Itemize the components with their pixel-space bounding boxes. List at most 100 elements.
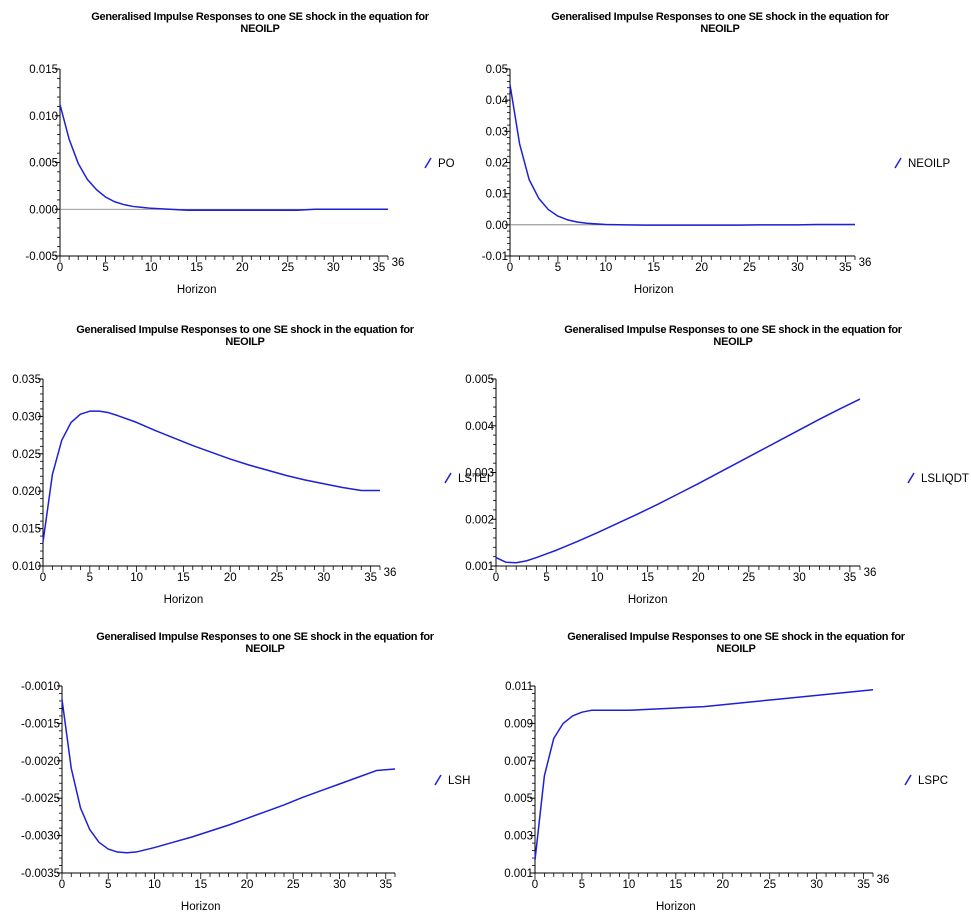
x-axis-label: Horizon <box>164 594 204 606</box>
y-tick-label: -0.0030 <box>21 831 60 843</box>
x-tick-label: 5 <box>579 879 585 891</box>
series-line-neoilp <box>509 84 855 226</box>
series-line-lstei <box>42 410 380 543</box>
y-tick-label: 0.000 <box>29 204 58 216</box>
x-tick-label: 0 <box>507 262 513 274</box>
series-line-po <box>59 104 388 211</box>
x-tick-label: 15 <box>669 879 682 891</box>
x-tick-label: 30 <box>333 879 346 891</box>
x-axis-label: Horizon <box>628 594 668 606</box>
legend-swatch <box>434 774 442 786</box>
x-tick-label: 15 <box>177 572 190 584</box>
x-tick-label: 0 <box>493 572 499 584</box>
y-tick-label: 0.009 <box>504 718 533 730</box>
series-line-lsh <box>61 699 396 854</box>
y-tick-label: -0.005 <box>25 251 58 263</box>
series-line-lsliqdt <box>495 398 861 564</box>
x-tick-label: 15 <box>194 879 207 891</box>
chart-subtitle: NEOILP <box>240 23 279 35</box>
legend-swatch <box>424 157 432 169</box>
legend-swatch <box>444 472 452 484</box>
x-axis-label: Horizon <box>656 901 696 913</box>
y-tick-label: 0.00 <box>486 220 508 232</box>
legend-label: PO <box>438 158 455 170</box>
x-end-label: 36 <box>392 257 405 269</box>
chart-title: Generalised Impulse Responses to one SE … <box>96 631 434 643</box>
x-tick-label: 35 <box>372 262 385 274</box>
x-end-label: 36 <box>877 874 890 886</box>
x-tick-label: 20 <box>692 572 705 584</box>
x-tick-label: 0 <box>59 879 65 891</box>
x-tick-label: 10 <box>591 572 604 584</box>
y-tick-label: 0.004 <box>465 421 494 433</box>
x-tick-label: 20 <box>241 879 254 891</box>
x-tick-label: 10 <box>599 262 612 274</box>
y-tick-label: -0.0035 <box>21 868 60 880</box>
series-line-lspc <box>534 688 874 860</box>
x-tick-label: 5 <box>555 262 561 274</box>
x-end-label: 36 <box>384 567 397 579</box>
x-tick-label: 10 <box>130 572 143 584</box>
chart-title: Generalised Impulse Responses to one SE … <box>564 324 902 336</box>
y-tick-label: 0.020 <box>12 486 41 498</box>
x-axis-label: Horizon <box>177 284 217 296</box>
x-tick-label: 15 <box>647 262 660 274</box>
y-tick-label: -0.0020 <box>21 756 60 768</box>
x-end-label: 36 <box>864 567 877 579</box>
x-tick-label: 35 <box>839 262 852 274</box>
chart-panel-6: Generalised Impulse Responses to one SE … <box>504 631 948 913</box>
x-tick-label: 5 <box>87 572 93 584</box>
x-tick-label: 10 <box>145 262 158 274</box>
legend-label: LSTEI <box>458 473 490 485</box>
x-axis-label: Horizon <box>181 901 221 913</box>
x-tick-label: 35 <box>843 572 856 584</box>
y-tick-label: 0.025 <box>12 449 41 461</box>
x-tick-label: 35 <box>364 572 377 584</box>
chart-subtitle: NEOILP <box>700 23 739 35</box>
y-tick-label: 0.030 <box>12 411 41 423</box>
x-tick-label: 30 <box>810 879 823 891</box>
y-tick-label: 0.003 <box>465 468 494 480</box>
legend-label: LSH <box>448 775 470 787</box>
x-tick-label: 25 <box>281 262 294 274</box>
x-tick-label: 20 <box>695 262 708 274</box>
x-tick-label: 5 <box>543 572 549 584</box>
y-tick-label: 0.010 <box>12 561 41 573</box>
chart-panel-1: Generalised Impulse Responses to one SE … <box>25 11 454 296</box>
x-tick-label: 10 <box>148 879 161 891</box>
legend-label: LSPC <box>918 775 948 787</box>
x-tick-label: 5 <box>105 879 111 891</box>
y-tick-label: 0.011 <box>505 681 533 693</box>
y-tick-label: 0.002 <box>465 514 494 526</box>
x-tick-label: 35 <box>379 879 392 891</box>
x-tick-label: 0 <box>57 262 63 274</box>
chart-subtitle: NEOILP <box>225 336 264 348</box>
x-tick-label: 10 <box>622 879 635 891</box>
x-axis-label: Horizon <box>634 284 674 296</box>
x-end-label: 36 <box>859 257 872 269</box>
y-tick-label: 0.001 <box>465 561 494 573</box>
y-tick-label: 0.005 <box>29 158 58 170</box>
x-tick-label: 25 <box>287 879 300 891</box>
y-tick-label: 0.01 <box>486 189 508 201</box>
legend-label: NEOILP <box>908 158 951 170</box>
x-tick-label: 20 <box>716 879 729 891</box>
x-tick-label: 25 <box>743 262 756 274</box>
x-tick-label: 30 <box>793 572 806 584</box>
y-tick-label: 0.007 <box>504 756 533 768</box>
y-tick-label: -0.0025 <box>21 793 60 805</box>
y-tick-label: -0.0015 <box>21 718 60 730</box>
y-tick-label: 0.015 <box>12 524 41 536</box>
x-tick-label: 25 <box>271 572 284 584</box>
legend-swatch <box>904 774 912 786</box>
y-tick-label: 0.015 <box>29 64 58 76</box>
x-tick-label: 25 <box>763 879 776 891</box>
x-tick-label: 30 <box>327 262 340 274</box>
chart-subtitle: NEOILP <box>716 643 755 655</box>
chart-subtitle: NEOILP <box>245 643 284 655</box>
x-tick-label: 0 <box>40 572 46 584</box>
chart-subtitle: NEOILP <box>713 336 752 348</box>
x-tick-label: 35 <box>857 879 870 891</box>
y-tick-label: 0.005 <box>465 374 494 386</box>
